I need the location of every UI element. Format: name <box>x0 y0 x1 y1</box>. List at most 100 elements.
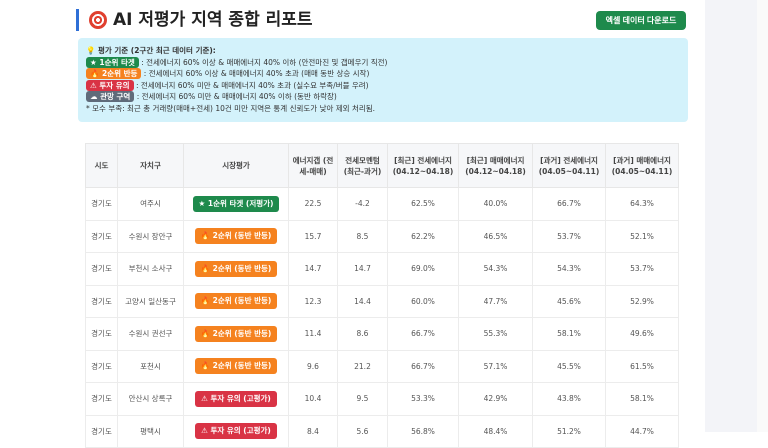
rm-cell: 40.0% <box>458 187 533 221</box>
table-row: 경기도 수원시 권선구 🔥 2순위 (동반 반등) 11.4 8.6 66.7% 55.3%… <box>85 317 679 351</box>
main-content: AI 저평가 지역 종합 리포트 엑셀 데이터 다운로드 💡 평가 기준 (2구… <box>76 9 688 448</box>
column-header[interactable]: [과거] 매매에너지 (04.05~04.11) <box>605 143 679 188</box>
pm-cell: 49.6% <box>605 317 679 351</box>
column-header[interactable]: [과거] 전세에너지 (04.05~04.11) <box>532 143 606 188</box>
pj-cell: 43.8% <box>532 382 606 416</box>
column-header[interactable]: [최근] 전세에너지 (04.12~04.18) <box>387 143 459 188</box>
pj-cell: 58.1% <box>532 317 606 351</box>
gap-cell: 9.6 <box>288 349 338 383</box>
criteria-badge: 🔥 2순위 반등 <box>86 68 142 79</box>
star-icon: ★ <box>198 198 206 208</box>
fire-icon: 🔥 <box>200 263 210 273</box>
eval-badge: 🔥 2순위 (동반 반등) <box>194 358 278 375</box>
report-table: 시도 자치구 시장평가 에너지갭 (전세-매매) 전세모멘텀 (최근-과거) [최근] 전… <box>85 143 679 448</box>
bulb-icon: 💡 <box>86 46 96 55</box>
sido-cell: 경기도 <box>85 219 118 253</box>
pj-cell: 53.7% <box>532 219 606 253</box>
eval-cell: 🔥 2순위 (동반 반등) <box>183 349 289 383</box>
eval-label: 2순위 (동반 반등) <box>212 263 272 273</box>
mom-cell: 8.5 <box>337 219 388 253</box>
gap-cell: 11.4 <box>288 317 338 351</box>
eval-cell: 🔥 2순위 (동반 반등) <box>183 219 289 253</box>
eval-cell: ★ 1순위 타겟 (저평가) <box>183 187 289 221</box>
rj-cell: 62.2% <box>387 219 459 253</box>
eval-cell: 🔥 2순위 (동반 반등) <box>183 284 289 318</box>
rm-cell: 42.9% <box>458 382 533 416</box>
eval-label: 2순위 (동반 반등) <box>212 296 272 306</box>
criteria-heading: 💡 평가 기준 (2구간 최근 데이터 기준): <box>86 45 680 57</box>
eval-label: 2순위 (동반 반등) <box>212 231 272 241</box>
criteria-item: ☁ 관망 구역 : 전세에너지 60% 미만 & 매매에너지 40% 이하 (동… <box>86 91 680 103</box>
column-header[interactable]: 시장평가 <box>183 143 289 188</box>
mom-cell: 9.5 <box>337 382 388 416</box>
fire-icon: 🔥 <box>200 361 210 371</box>
fire-icon: 🔥 <box>200 296 210 306</box>
criteria-badge: ⚠ 투자 유의 <box>86 79 134 91</box>
excel-download-button[interactable]: 엑셀 데이터 다운로드 <box>596 11 686 30</box>
table-row: 경기도 안산시 상록구 ⚠ 투자 유의 (고평가) 10.4 9.5 53.3% 42.9%… <box>85 382 679 416</box>
column-header[interactable]: 시도 <box>85 143 118 188</box>
criteria-box: 💡 평가 기준 (2구간 최근 데이터 기준): ★ 1순위 타겟 : 전세에너… <box>78 38 688 122</box>
pm-cell: 58.1% <box>605 382 679 416</box>
gap-cell: 15.7 <box>288 219 338 253</box>
rm-cell: 57.1% <box>458 349 533 383</box>
column-header[interactable]: 전세모멘텀 (최근-과거) <box>337 143 388 188</box>
rm-cell: 46.5% <box>458 219 533 253</box>
criteria-note: * 모수 부족: 최근 총 거래량(매매+전세) 10건 미만 지역은 통계 신… <box>86 103 376 113</box>
rj-cell: 62.5% <box>387 187 459 221</box>
pj-cell: 45.5% <box>532 349 606 383</box>
column-header[interactable]: 자치구 <box>117 143 184 188</box>
warning-icon: ⚠ <box>201 393 208 403</box>
pj-cell: 54.3% <box>532 252 606 286</box>
criteria-heading-text: 평가 기준 (2구간 최근 데이터 기준): <box>97 46 216 55</box>
criteria-item: ★ 1순위 타겟 : 전세에너지 60% 이상 & 매매에너지 40% 이하 (… <box>86 56 680 69</box>
eval-cell: ⚠ 투자 유의 (고평가) <box>183 382 289 416</box>
fire-icon: 🔥 <box>200 328 210 338</box>
criteria-badge-label: 관망 구역 <box>100 92 131 101</box>
star-icon: ★ <box>90 57 97 67</box>
mom-cell: 21.2 <box>337 349 388 383</box>
warning-icon: ⚠ <box>90 80 97 90</box>
table-row: 경기도 고양시 일산동구 🔥 2순위 (동반 반등) 12.3 14.4 60.0% 47.… <box>85 284 679 318</box>
criteria-item: ⚠ 투자 유의 : 전세에너지 60% 미만 & 매매에너지 40% 초과 (실… <box>86 79 680 92</box>
gu-cell: 수원시 장안구 <box>117 219 184 253</box>
sido-cell: 경기도 <box>85 414 118 448</box>
gu-cell: 수원시 권선구 <box>117 317 184 351</box>
cloud-icon: ☁ <box>90 92 98 101</box>
page-title-text: AI 저평가 지역 종합 리포트 <box>113 10 313 30</box>
gap-cell: 10.4 <box>288 382 338 416</box>
criteria-badge-label: 2순위 반등 <box>101 69 138 78</box>
eval-cell: 🔥 2순위 (동반 반등) <box>183 252 289 286</box>
eval-cell: ⚠ 투자 유의 (고평가) <box>183 414 289 448</box>
fire-icon: 🔥 <box>200 231 210 241</box>
column-header[interactable]: [최근] 매매에너지 (04.12~04.18) <box>458 143 533 188</box>
pj-cell: 66.7% <box>532 187 606 221</box>
table-row: 경기도 부천시 소사구 🔥 2순위 (동반 반등) 14.7 14.7 69.0% 54.3… <box>85 252 679 286</box>
criteria-desc: : 전세에너지 60% 이상 & 매매에너지 40% 이하 (안전마진 및 갭메… <box>141 57 388 67</box>
table-row: 경기도 포천시 🔥 2순위 (동반 반등) 9.6 21.2 66.7% 57.1% 45.5… <box>85 349 679 383</box>
eval-label: 2순위 (동반 반등) <box>212 328 272 338</box>
scrollbar[interactable] <box>757 0 768 432</box>
criteria-badge-label: 1순위 타겟 <box>99 57 135 67</box>
column-header[interactable]: 에너지갭 (전세-매매) <box>288 143 338 188</box>
gu-cell: 부천시 소사구 <box>117 252 184 286</box>
side-panel <box>705 0 757 432</box>
rj-cell: 66.7% <box>387 317 459 351</box>
rm-cell: 47.7% <box>458 284 533 318</box>
gap-cell: 8.4 <box>288 414 338 448</box>
rm-cell: 54.3% <box>458 252 533 286</box>
rj-cell: 66.7% <box>387 349 459 383</box>
eval-badge: 🔥 2순위 (동반 반등) <box>194 260 278 277</box>
mom-cell: 8.6 <box>337 317 388 351</box>
rm-cell: 48.4% <box>458 414 533 448</box>
gu-cell: 고양시 일산동구 <box>117 284 184 318</box>
table-row: 경기도 수원시 장안구 🔥 2순위 (동반 반등) 15.7 8.5 62.2% 46.5%… <box>85 219 679 253</box>
sido-cell: 경기도 <box>85 252 118 286</box>
pm-cell: 53.7% <box>605 252 679 286</box>
pm-cell: 52.1% <box>605 219 679 253</box>
eval-label: 투자 유의 (고평가) <box>210 393 271 403</box>
sido-cell: 경기도 <box>85 284 118 318</box>
mom-cell: 5.6 <box>337 414 388 448</box>
eval-badge: ★ 1순위 타겟 (저평가) <box>192 195 280 212</box>
sido-cell: 경기도 <box>85 382 118 416</box>
